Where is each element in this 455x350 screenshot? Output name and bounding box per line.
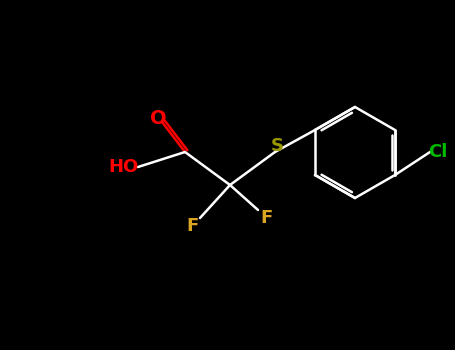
Text: Cl: Cl: [428, 143, 448, 161]
Text: S: S: [271, 137, 283, 155]
Text: F: F: [260, 209, 272, 227]
Text: HO: HO: [109, 158, 139, 176]
Text: O: O: [150, 110, 167, 128]
Text: F: F: [186, 217, 198, 235]
